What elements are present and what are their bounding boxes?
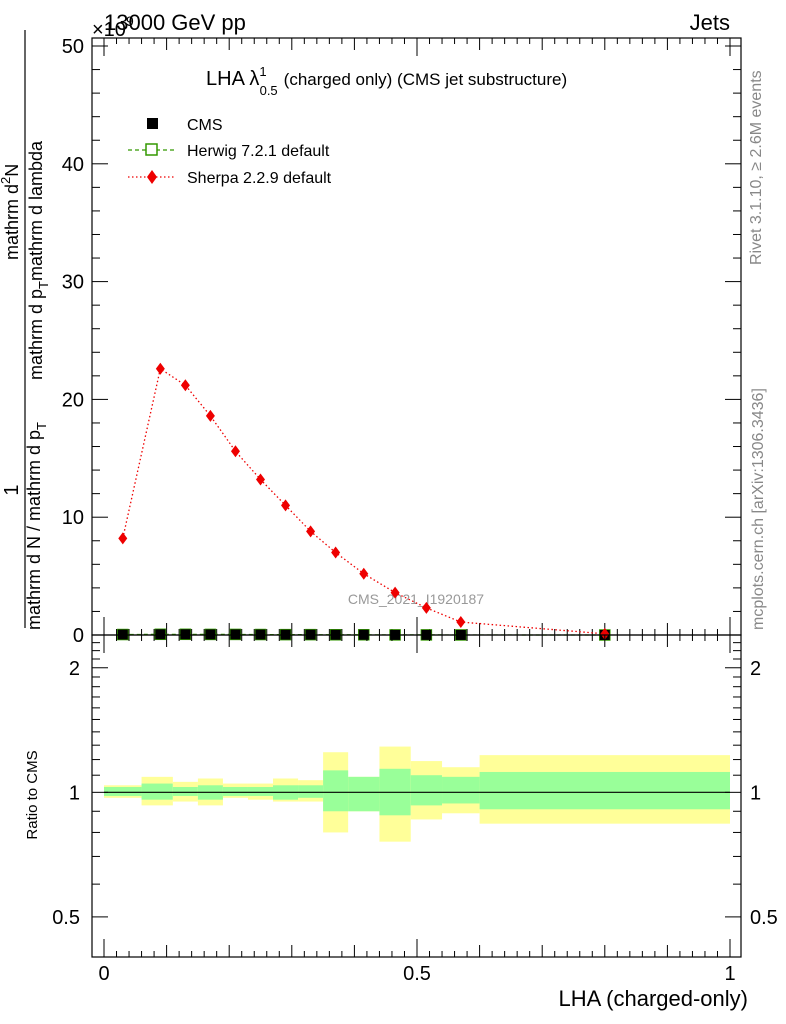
category-label: Jets — [690, 10, 730, 35]
ratio-band-inner — [222, 787, 248, 796]
y-label-one: 1 — [1, 484, 23, 495]
legend: CMS Herwig 7.2.1 default Sherpa 2.2.9 de… — [128, 117, 332, 187]
sherpa-point — [390, 586, 400, 599]
ratio-band-inner — [104, 787, 142, 796]
main-y-tick-label: 30 — [62, 272, 84, 294]
ratio-band-inner — [141, 783, 173, 800]
sherpa-point — [306, 525, 316, 538]
legend-label-herwig: Herwig 7.2.1 default — [187, 143, 330, 160]
sherpa-point — [230, 445, 240, 458]
ratio-band-inner — [442, 776, 480, 804]
ratio-band-inner — [479, 771, 730, 810]
ratio-band-inner — [348, 776, 380, 812]
main-y-axis: 0 10 20 30 40 50 — [62, 36, 741, 647]
sherpa-point — [118, 532, 128, 545]
analysis-watermark: CMS_2021_I1920187 — [348, 591, 484, 607]
ratio-y-tick-label: 0.5 — [52, 907, 80, 929]
main-y-tick-label: 50 — [62, 36, 84, 58]
legend-label-sherpa: Sherpa 2.2.9 default — [187, 170, 332, 187]
ratio-uncertainty-bands — [104, 746, 730, 842]
y-label-denominator: mathrm d N / mathrm d pT — [24, 422, 49, 630]
main-y-tick-label: 0 — [73, 625, 84, 647]
main-y-tick-label: 40 — [62, 154, 84, 176]
sherpa-point — [205, 409, 215, 422]
rivet-label: Rivet 3.1.10, ≥ 2.6M events — [748, 70, 765, 265]
sherpa-point — [359, 567, 369, 580]
plot-title: LHA λ1 0.5(charged only) (CMS jet substru… — [206, 64, 567, 98]
cms-point — [155, 629, 166, 640]
ratio-y-tick-label: 2 — [69, 658, 80, 680]
ratio-band-inner — [323, 770, 349, 812]
ratio-band-inner — [298, 785, 324, 798]
cms-point — [180, 629, 191, 640]
legend-marker-herwig — [145, 143, 158, 156]
x-axis: 0 0.5 1 — [98, 635, 736, 985]
ratio-y-label: Ratio to CMS — [24, 750, 41, 839]
mcplots-label: mcplots.cern.ch [arXiv:1306.3436] — [750, 388, 767, 630]
sherpa-point — [281, 499, 291, 512]
ratio-band-inner — [247, 787, 274, 796]
x-axis-label: LHA (charged-only) — [558, 986, 748, 1011]
ratio-y-tick-label-right: 1 — [750, 782, 761, 804]
legend-marker-cms — [147, 118, 158, 129]
ratio-y-tick-label: 1 — [69, 782, 80, 804]
legend-label-cms: CMS — [187, 117, 223, 134]
sherpa-point — [256, 473, 265, 486]
sherpa-point — [180, 379, 190, 392]
sherpa-point — [421, 601, 431, 614]
ratio-y-tick-label-right: 0.5 — [750, 907, 778, 929]
y-label-denominator2: mathrm d pTmathrm d lambda — [26, 140, 51, 380]
legend-marker-sherpa — [147, 170, 157, 184]
ratio-y-tick-label-right: 2 — [750, 658, 761, 680]
x-tick-label: 1 — [724, 963, 735, 985]
ratio-band-inner — [172, 787, 198, 796]
x-tick-label: 0 — [98, 963, 109, 985]
y-multiplier: ×109 — [92, 13, 134, 41]
ratio-band-inner — [410, 775, 443, 806]
sherpa-point — [155, 362, 165, 375]
main-y-tick-label: 10 — [62, 507, 84, 529]
sherpa-point — [456, 616, 466, 629]
sherpa-point — [600, 627, 610, 640]
experiment-label: 13000 GeV pp — [104, 10, 246, 35]
main-y-tick-label: 20 — [62, 389, 84, 411]
ratio-y-axis: 0.5 0.5 1 1 2 2 — [52, 642, 778, 958]
main-y-label: 1 mathrm d N / mathrm d pT mathrm d2N ma… — [0, 30, 51, 630]
sherpa-point — [331, 546, 341, 559]
y-label-numerator: mathrm d2N — [0, 164, 22, 260]
x-tick-label: 0.5 — [403, 963, 431, 985]
